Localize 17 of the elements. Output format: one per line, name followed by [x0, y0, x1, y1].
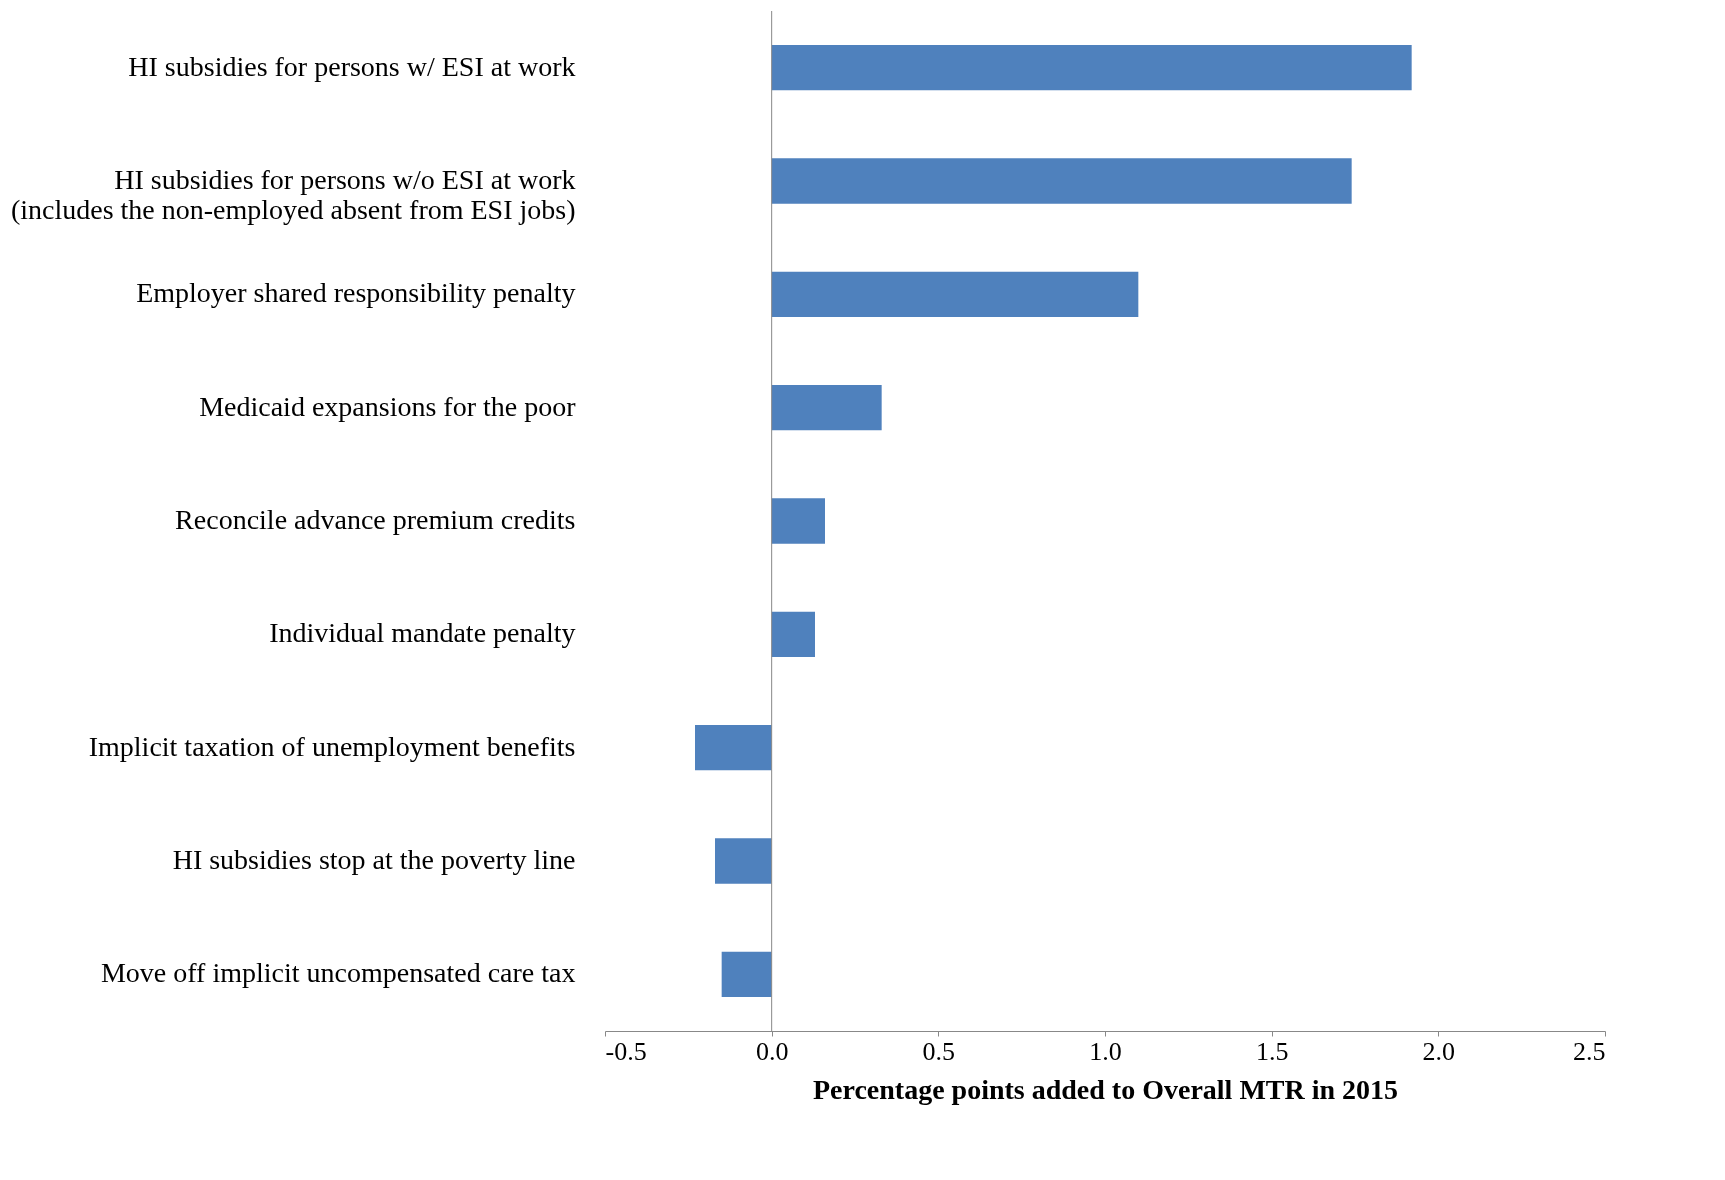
y-tick-label: Implicit taxation of unemployment benefits — [88, 730, 576, 762]
x-tick-label: 0.5 — [922, 1036, 956, 1066]
y-tick-label: HI subsidies for persons w/o ESI at work (includes the non-employed absent from ESI jobs) — [10, 164, 576, 225]
x-tick-label: -0.5 — [605, 1036, 647, 1066]
x-axis-title: Percentage points added to Overall MTR in 2015 — [812, 1073, 1399, 1105]
y-tick-label: Move off implicit uncompensated care tax — [100, 957, 576, 989]
y-tick-label: Reconcile advance premium credits — [175, 504, 576, 535]
y-tick-label: Medicaid expansions for the poor — [199, 390, 577, 422]
y-tick-label: HI subsidies for persons w/ ESI at work — [128, 50, 576, 82]
x-tick-label: 1.0 — [1089, 1036, 1122, 1066]
x-tick-label: 1.5 — [1255, 1036, 1289, 1066]
y-tick-label: HI subsidies stop at the poverty line — [172, 844, 576, 875]
y-tick-label: Employer shared responsibility penalty — [136, 277, 576, 309]
x-tick-label: 2.5 — [1573, 1036, 1606, 1066]
y-tick-label: Individual mandate penalty — [269, 617, 576, 649]
x-tick-label: 0.0 — [755, 1036, 789, 1066]
x-tick-label: 2.0 — [1422, 1036, 1456, 1066]
